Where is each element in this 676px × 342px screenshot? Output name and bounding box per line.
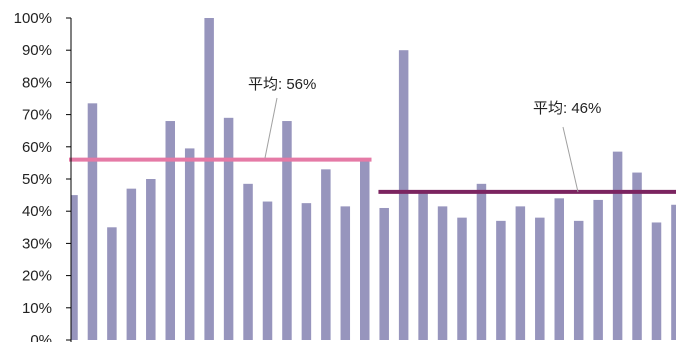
bar [340,206,351,340]
y-tick-label: 40% [22,203,52,220]
y-tick-label: 10% [22,300,52,317]
y-tick-label: 20% [22,268,52,285]
bar [282,121,292,340]
average-label: 平均: 56% [248,76,316,93]
bar [126,188,137,340]
bar [301,203,312,340]
bar [243,183,253,340]
y-axis-ticks: 0% 10% 20% 30% 40% 50% 60% 70% 80% 90% 100% [14,10,71,342]
bar [418,190,428,340]
bar [321,169,331,340]
y-tick-label: 90% [22,42,52,59]
bar [360,158,370,340]
average-label: 平均: 46% [533,100,601,117]
y-tick-label: 60% [22,139,52,156]
y-tick-label: 70% [22,107,52,124]
bar [165,121,175,340]
y-tick-label: 50% [22,171,52,188]
y-tick-label: 80% [22,74,52,91]
bar [515,206,526,340]
bar [535,217,545,340]
bar [671,204,676,340]
average-leader-line [264,97,278,159]
bar [632,172,642,340]
bar [437,206,448,340]
bar [476,183,487,340]
bar [223,117,234,340]
bar [379,207,389,340]
bar [204,18,214,340]
bar [262,201,273,340]
average-lines: 平均: 56% 平均: 46% [69,76,676,194]
bar [457,217,467,340]
bar [554,198,564,340]
bar [651,222,662,340]
bar [496,220,506,340]
bar [146,179,156,340]
y-tick-label: 0% [30,332,52,342]
bar [612,151,623,340]
bar [593,199,603,340]
bars [71,18,676,340]
average-leader-line [562,126,579,193]
y-tick-label: 30% [22,235,52,252]
bar [398,50,409,340]
bar [71,195,78,340]
bar [573,220,584,340]
bar [107,227,117,340]
bar [184,148,195,340]
y-tick-label: 100% [14,10,52,27]
bar [87,103,98,340]
